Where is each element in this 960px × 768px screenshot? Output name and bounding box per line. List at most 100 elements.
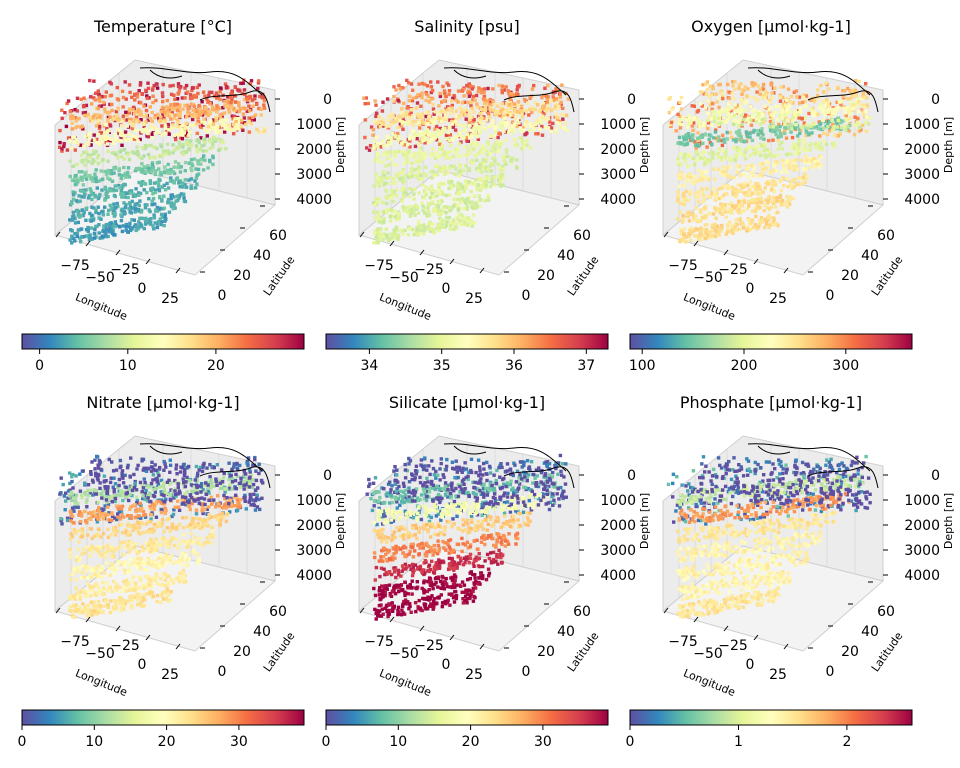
data-point bbox=[447, 150, 451, 155]
surface-point bbox=[531, 123, 535, 128]
data-point bbox=[172, 496, 176, 500]
data-point bbox=[150, 126, 154, 130]
data-point bbox=[738, 217, 742, 221]
data-point bbox=[682, 143, 687, 147]
data-point bbox=[68, 481, 72, 486]
data-point bbox=[451, 138, 455, 142]
surface-point bbox=[802, 125, 807, 129]
data-point bbox=[687, 219, 692, 223]
data-point bbox=[785, 205, 790, 209]
data-point bbox=[462, 217, 467, 221]
data-point bbox=[429, 227, 434, 231]
data-point bbox=[744, 193, 748, 198]
data-point bbox=[163, 126, 168, 131]
data-point bbox=[735, 188, 739, 192]
data-point bbox=[463, 145, 467, 149]
data-point bbox=[147, 217, 151, 222]
data-point bbox=[167, 210, 172, 214]
data-point bbox=[443, 126, 447, 130]
surface-point bbox=[821, 90, 826, 94]
data-point bbox=[728, 186, 732, 190]
data-point bbox=[153, 190, 158, 195]
data-point bbox=[741, 223, 745, 227]
data-point bbox=[478, 204, 482, 209]
colorbar bbox=[629, 333, 913, 350]
data-point bbox=[173, 206, 177, 210]
data-point bbox=[794, 164, 798, 168]
data-point bbox=[424, 133, 429, 137]
data-point bbox=[253, 457, 257, 462]
data-point bbox=[487, 112, 491, 116]
data-point bbox=[698, 178, 702, 183]
surface-point bbox=[231, 122, 236, 126]
data-point bbox=[466, 222, 470, 226]
surface-point bbox=[731, 84, 735, 88]
surface-point bbox=[192, 114, 196, 119]
data-point bbox=[94, 124, 99, 128]
data-point bbox=[796, 182, 801, 187]
data-point bbox=[385, 189, 389, 193]
data-point bbox=[422, 196, 427, 200]
surface-point bbox=[192, 104, 196, 108]
data-point bbox=[173, 113, 177, 117]
data-point bbox=[693, 140, 697, 144]
data-point bbox=[462, 189, 466, 194]
data-point bbox=[547, 106, 551, 111]
data-point bbox=[199, 482, 204, 486]
data-point bbox=[452, 204, 456, 208]
surface-point bbox=[177, 105, 181, 109]
data-point bbox=[75, 109, 79, 113]
data-point bbox=[466, 200, 470, 204]
data-point bbox=[744, 191, 748, 195]
surface-point bbox=[732, 113, 737, 118]
data-point bbox=[699, 208, 704, 212]
surface-point bbox=[729, 106, 733, 110]
data-point bbox=[484, 165, 488, 170]
data-point bbox=[447, 126, 451, 130]
surface-point bbox=[214, 118, 218, 123]
data-point bbox=[699, 156, 703, 160]
data-point bbox=[493, 159, 497, 163]
data-point bbox=[98, 116, 103, 120]
data-point bbox=[177, 162, 181, 166]
data-point bbox=[737, 204, 742, 208]
data-point bbox=[441, 192, 445, 196]
data-point bbox=[374, 235, 378, 239]
data-point bbox=[427, 213, 432, 217]
data-point bbox=[388, 215, 392, 219]
surface-point bbox=[161, 82, 165, 87]
data-point bbox=[100, 234, 105, 239]
data-point bbox=[828, 107, 832, 111]
data-point bbox=[502, 88, 506, 92]
data-point bbox=[792, 90, 796, 94]
data-point bbox=[149, 169, 153, 174]
data-point bbox=[388, 237, 392, 241]
data-point bbox=[151, 192, 155, 196]
z-tick-label: 2000 bbox=[600, 142, 636, 158]
data-point bbox=[753, 209, 758, 213]
surface-point bbox=[523, 97, 527, 102]
data-point bbox=[137, 120, 141, 124]
data-point bbox=[490, 181, 494, 186]
data-point bbox=[162, 170, 166, 175]
data-point bbox=[106, 129, 110, 133]
data-point bbox=[199, 502, 203, 506]
surface-point bbox=[109, 82, 113, 86]
data-point bbox=[735, 145, 739, 150]
data-point bbox=[752, 164, 756, 168]
surface-point bbox=[103, 107, 107, 111]
surface-point bbox=[542, 93, 546, 97]
data-point bbox=[381, 100, 385, 104]
surface-point bbox=[459, 111, 464, 115]
data-point bbox=[160, 124, 164, 128]
data-point bbox=[80, 178, 84, 182]
data-point bbox=[462, 153, 467, 157]
surface-point bbox=[433, 116, 438, 120]
data-point bbox=[761, 190, 765, 194]
data-point bbox=[502, 129, 506, 133]
data-point bbox=[81, 183, 85, 187]
data-point bbox=[391, 199, 395, 204]
coastline bbox=[747, 67, 879, 113]
surface-point bbox=[540, 114, 545, 118]
data-point bbox=[701, 227, 706, 231]
